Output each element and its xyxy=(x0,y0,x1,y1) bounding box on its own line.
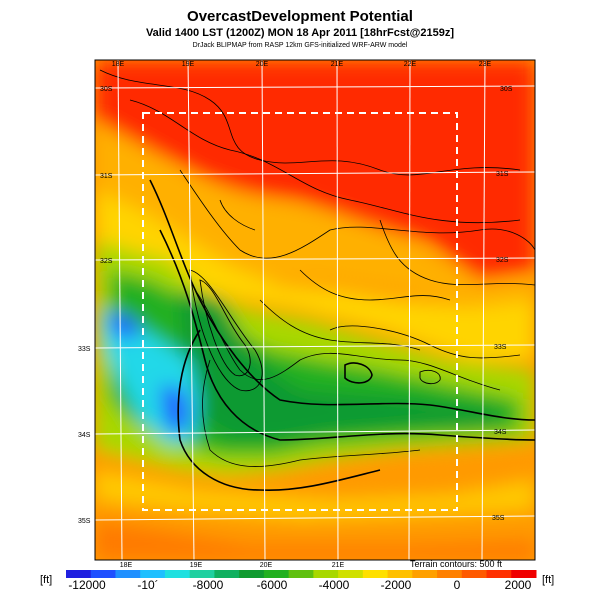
colorbar-swatch xyxy=(313,570,339,578)
lat-label-left: 35S xyxy=(78,518,91,525)
colorbar-tick: -12000 xyxy=(68,578,106,592)
colorbar-swatch xyxy=(486,570,512,578)
lat-label-right: 33S xyxy=(494,344,507,351)
colorbar-swatch xyxy=(338,570,364,578)
lat-label-left: 30S xyxy=(100,86,113,93)
colorbar-unit-right: [ft] xyxy=(542,574,555,586)
colorbar-swatch xyxy=(387,570,413,578)
colorbar-swatch xyxy=(239,570,265,578)
map-frame xyxy=(94,59,536,561)
colorbar-tick: -4000 xyxy=(318,578,350,592)
colorbar-swatch xyxy=(66,570,92,578)
lon-label-bottom: 19E xyxy=(190,562,203,569)
lat-label-left: 31S xyxy=(100,173,113,180)
colorbar-tick: -2000 xyxy=(380,578,412,592)
lon-label-top: 22E xyxy=(404,61,417,68)
lat-label-left: 32S xyxy=(100,258,113,265)
colorbar-tick: -6000 xyxy=(256,578,288,592)
colorbar-tick: 0 xyxy=(453,578,461,592)
lat-label-right: 32S xyxy=(496,257,509,264)
colorbar-swatch xyxy=(90,570,116,578)
inner-domain-box xyxy=(142,112,458,511)
colorbar-tick: -8000 xyxy=(192,578,224,592)
colorbar-swatch xyxy=(362,570,389,578)
lat-label-right: 31S xyxy=(496,171,509,178)
lon-label-top: 21E xyxy=(331,61,344,68)
colorbar-swatch xyxy=(263,570,290,578)
valid-time-line: Valid 1400 LST (1200Z) MON 18 Apr 2011 [… xyxy=(145,27,455,39)
terrain-contours xyxy=(99,69,535,492)
lon-label-top: 18E xyxy=(112,61,125,68)
lon-label-top: 23E xyxy=(479,61,492,68)
lat-lon-grid xyxy=(94,59,536,561)
lon-label-top: 20E xyxy=(256,61,269,68)
field-shading xyxy=(95,60,535,560)
colorbar-swatch xyxy=(140,570,166,578)
lon-label-top: 19E xyxy=(182,61,195,68)
map-title: OvercastDevelopment Potential xyxy=(187,8,413,25)
lat-label-left: 34S xyxy=(78,432,91,439)
colorbar-unit-left: [ft] xyxy=(40,574,53,586)
lat-label-left: 33S xyxy=(78,346,91,353)
colorbar-tick: 2000 xyxy=(504,578,532,592)
lon-label-bottom: 18E xyxy=(120,562,133,569)
lon-label-bottom: 20E xyxy=(260,562,273,569)
lat-label-right: 35S xyxy=(492,515,505,522)
colorbar-swatch xyxy=(412,570,438,578)
colorbar-swatch xyxy=(214,570,240,578)
colorbar-swatch xyxy=(115,570,141,578)
colorbar xyxy=(66,570,537,578)
lat-label-right: 30S xyxy=(500,86,513,93)
lon-label-bottom: 21E xyxy=(332,562,345,569)
colorbar-swatch xyxy=(437,570,463,578)
terrain-contour-note: Terrain contours: 500 ft xyxy=(409,559,502,569)
lat-label-right: 34S xyxy=(494,429,507,436)
colorbar-swatch xyxy=(164,570,191,578)
colorbar-swatch xyxy=(461,570,488,578)
colorbar-swatch xyxy=(189,570,215,578)
colorbar-swatch xyxy=(511,570,537,578)
credit-line: DrJack BLIPMAP from RASP 12km GFS-initia… xyxy=(192,42,408,49)
colorbar-swatch xyxy=(288,570,314,578)
colorbar-tick: -10´ xyxy=(137,578,159,592)
